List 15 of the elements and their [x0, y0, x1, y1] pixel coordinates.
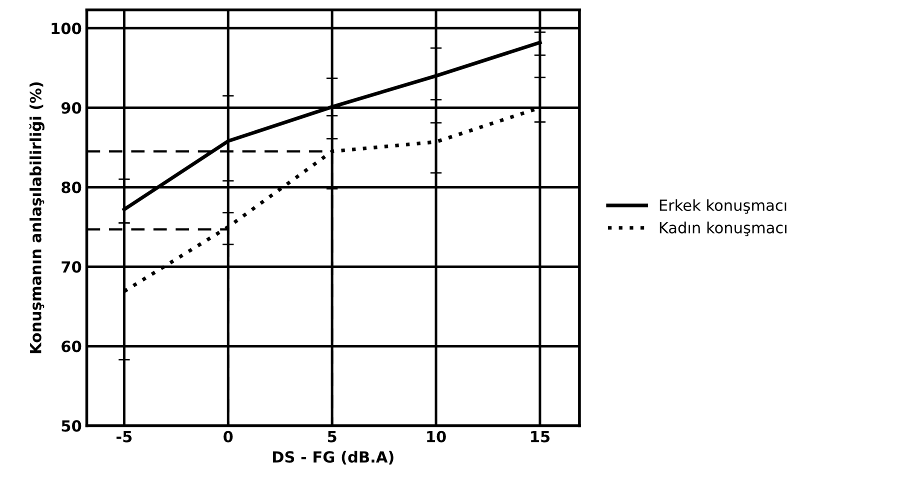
y-tick-label: 70	[62, 261, 82, 273]
x-axis-title: DS - FG (dB.A)	[272, 450, 394, 465]
x-tick-label: 5	[328, 431, 336, 442]
y-tick-label: 50	[62, 420, 82, 432]
legend-label: Erkek konuşmacı	[660, 199, 786, 214]
x-tick-label: -5	[116, 431, 132, 442]
y-axis-title: Konuşmanın anlaşılabilirliği (%)	[29, 82, 44, 354]
y-tick-label: 60	[62, 340, 82, 352]
legend-label: Kadın konuşmacı	[660, 222, 786, 236]
x-tick-label: 10	[427, 430, 446, 442]
x-tick-label: 0	[224, 430, 233, 442]
y-tick-label: 90	[61, 102, 82, 114]
y-tick-label: 100	[52, 22, 82, 34]
x-tick-label: 15	[531, 431, 550, 442]
y-tick-label: 80	[62, 182, 82, 194]
